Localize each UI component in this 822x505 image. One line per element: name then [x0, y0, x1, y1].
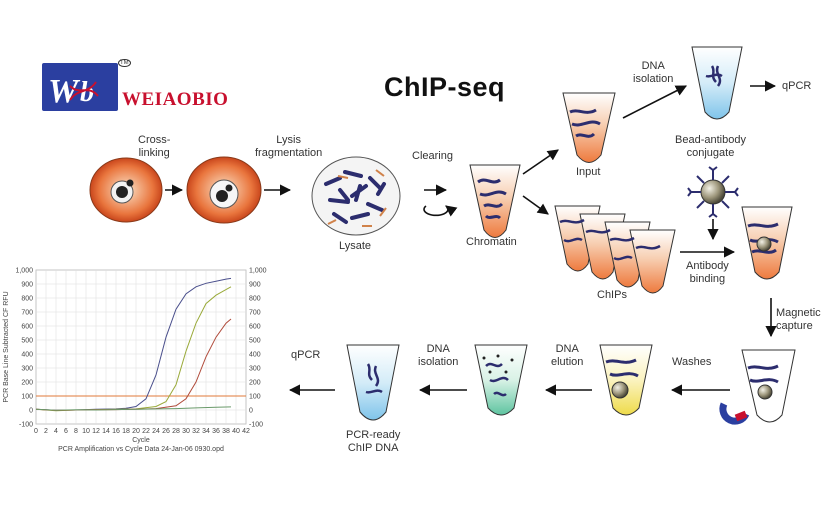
chart-caption: PCR Amplification vs Cycle Data 24-Jan-0… [58, 446, 224, 453]
x-tick-label: 34 [202, 428, 210, 435]
qpcr-amplification-chart: 0 2 4 6 8 10 12 14 16 18 20 22 24 26 28 30 32 34 36 38 40 42-… [3, 268, 267, 454]
bead-antibody-icon [687, 166, 739, 218]
fragmentation-cell-icon [186, 156, 262, 224]
x-tick-label: 12 [92, 428, 100, 435]
pcr-ready-label: PCR-ready ChIP DNA [346, 429, 401, 454]
plot-area [35, 269, 247, 425]
x-tick-label: 10 [82, 428, 90, 435]
y-tick-label-left: 400 [21, 352, 33, 359]
svg-text:W: W [48, 73, 81, 110]
dna-elution-tube-icon [474, 344, 528, 416]
x-tick-label: 20 [132, 428, 140, 435]
y-tick-label-left: 300 [21, 366, 33, 373]
y-tick-label-right: 900 [249, 282, 261, 289]
x-tick-label: 40 [232, 428, 240, 435]
y-tick-label-left: 900 [21, 282, 33, 289]
x-axis-label: Cycle [132, 437, 150, 444]
y-tick-label-left: 700 [21, 310, 33, 317]
qpcr-top-label: qPCR [782, 80, 812, 92]
crosslinking-cell-icon [89, 157, 163, 223]
y-tick-label-right: 800 [249, 296, 261, 303]
chips-label: ChIPs [597, 289, 627, 301]
x-tick-label: 0 [34, 428, 38, 435]
x-tick-label: 4 [54, 428, 58, 435]
dna-elution-label: DNA elution [551, 343, 584, 368]
x-tick-label: 24 [152, 428, 160, 435]
y-tick-label-left: 600 [21, 324, 33, 331]
x-tick-label: 14 [102, 428, 110, 435]
x-tick-label: 30 [182, 428, 190, 435]
x-tick-label: 2 [44, 428, 48, 435]
y-tick-label-left: 1,000 [15, 268, 33, 275]
y-tick-label-right: 700 [249, 310, 261, 317]
antibody-binding-label: Antibody binding [686, 260, 729, 285]
y-tick-label-right: -100 [249, 422, 263, 429]
input-label: Input [576, 166, 601, 178]
x-tick-label: 26 [162, 428, 170, 435]
y-tick-label-right: 1,000 [249, 268, 267, 275]
chromatin-tube-icon [469, 164, 521, 238]
dna-isolation-tube-top-icon [691, 46, 743, 120]
dna-isolation-bottom-label: DNA isolation [418, 343, 459, 368]
lysis-label: Lysis fragmentation [255, 134, 323, 159]
clearing-label: Clearing [412, 150, 453, 162]
bead-antibody-label: Bead-antibody conjugate [675, 134, 746, 159]
logo-text: WEIAOBIO [122, 89, 229, 110]
svg-text:b: b [80, 77, 94, 108]
x-tick-label: 6 [64, 428, 68, 435]
x-tick-label: 28 [172, 428, 180, 435]
flow-arrows [165, 80, 777, 396]
x-tick-label: 32 [192, 428, 200, 435]
input-tube-icon [562, 92, 616, 163]
y-tick-label-left: 200 [21, 380, 33, 387]
y-tick-label-right: 0 [249, 408, 253, 415]
washes-tube-icon [599, 344, 653, 416]
y-tick-label-left: 0 [29, 408, 33, 415]
weiaobio-logo: W b [42, 63, 118, 111]
lysate-icon [311, 156, 401, 236]
crosslinking-label: Cross- linking [138, 134, 171, 159]
y-tick-label-right: 600 [249, 324, 261, 331]
chips-tubes-icon [554, 205, 676, 294]
trademark-mark: TM [118, 59, 131, 67]
y-tick-label-right: 400 [249, 352, 261, 359]
x-tick-label: 16 [112, 428, 120, 435]
x-tick-label: 36 [212, 428, 220, 435]
washes-label: Washes [672, 356, 712, 368]
y-tick-label-left: 100 [21, 394, 33, 401]
chromatin-label: Chromatin [466, 236, 517, 248]
x-tick-label: 22 [142, 428, 150, 435]
qpcr-bottom-label: qPCR [291, 349, 321, 361]
dna-isolation-top-label: DNA isolation [633, 60, 674, 85]
y-tick-label-right: 500 [249, 338, 261, 345]
y-tick-label-right: 300 [249, 366, 261, 373]
page-title: ChIP-seq [384, 72, 506, 102]
magnetic-capture-tube-icon [719, 349, 796, 425]
y-tick-label-right: 200 [249, 380, 261, 387]
y-tick-label-left: 800 [21, 296, 33, 303]
magnetic-capture-label: Magnetic capture [776, 307, 821, 332]
x-tick-label: 18 [122, 428, 130, 435]
y-tick-label-right: 100 [249, 394, 261, 401]
y-tick-label-left: 500 [21, 338, 33, 345]
antibody-binding-tube-icon [741, 206, 793, 280]
lysate-label: Lysate [339, 240, 372, 252]
pcr-ready-tube-icon [346, 344, 400, 421]
y-tick-label-left: -100 [19, 422, 33, 429]
y-axis-label: PCR Base Line Subtracted CF RFU [3, 291, 10, 402]
x-tick-label: 8 [74, 428, 78, 435]
series-line [35, 406, 232, 411]
x-tick-label: 38 [222, 428, 230, 435]
x-tick-label: 42 [242, 428, 250, 435]
